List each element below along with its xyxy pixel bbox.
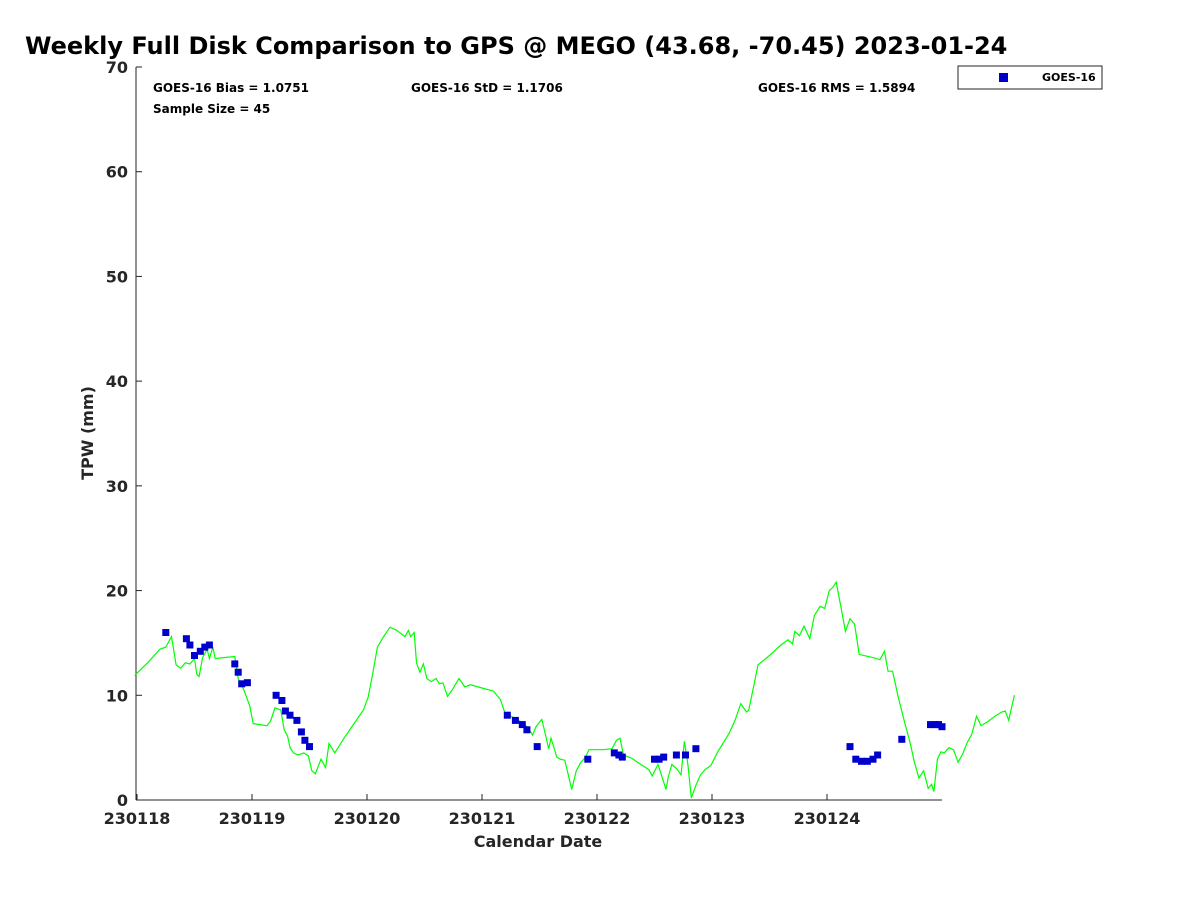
goes16-point xyxy=(306,743,313,751)
goes16-point xyxy=(651,755,658,763)
y-axis: 0 10 20 30 40 50 60 70 xyxy=(106,58,142,810)
goes16-point xyxy=(297,728,305,736)
goes16-point xyxy=(243,679,251,687)
goes16-point xyxy=(511,716,519,724)
goes16-point xyxy=(584,755,592,763)
goes16-point xyxy=(898,735,906,743)
x-axis-label: Calendar Date xyxy=(474,832,603,851)
x-tick-label: 230122 xyxy=(564,809,631,828)
y-axis-label: TPW (mm) xyxy=(78,386,97,480)
goes16-point xyxy=(852,755,860,763)
goes16-point xyxy=(162,629,170,636)
stat-sample-size: Sample Size = 45 xyxy=(153,102,270,116)
y-tick-label: 50 xyxy=(106,267,128,286)
x-axis: 230118 230119 230120 230121 230122 230123 2301… xyxy=(104,794,861,828)
goes16-point xyxy=(523,726,531,734)
goes16-point xyxy=(201,643,209,651)
x-tick-label: 230120 xyxy=(334,809,401,828)
goes16-point xyxy=(191,652,198,659)
goes16-point xyxy=(231,660,239,668)
plot-frame xyxy=(135,67,942,801)
goes16-point xyxy=(874,751,882,759)
y-tick-label: 0 xyxy=(117,791,128,810)
x-tick-label: 230119 xyxy=(219,809,286,828)
x-tick-label: 230121 xyxy=(449,809,516,828)
goes16-point xyxy=(692,745,700,753)
x-tick-label: 230118 xyxy=(104,809,171,828)
goes16-point xyxy=(660,753,668,761)
goes16-point xyxy=(503,711,511,719)
x-tick-label: 230123 xyxy=(679,809,746,828)
y-tick-label: 70 xyxy=(106,58,128,77)
goes16-point xyxy=(278,697,286,704)
goes16-point xyxy=(938,723,946,731)
goes16-point xyxy=(610,749,618,757)
legend-label-goes16: GOES-16 xyxy=(1042,71,1096,84)
legend-marker-goes16 xyxy=(999,73,1008,82)
goes16-point xyxy=(927,721,934,729)
goes16-point xyxy=(286,711,294,719)
legend-box xyxy=(957,65,1103,90)
goes16-point xyxy=(655,755,663,763)
goes16-point xyxy=(293,716,301,724)
y-tick-label: 40 xyxy=(106,372,128,391)
y-tick-label: 60 xyxy=(106,163,128,182)
goes16-point xyxy=(182,635,190,643)
x-tick-label: 230124 xyxy=(794,809,861,828)
goes16-point xyxy=(846,743,854,751)
gps-tpw-line xyxy=(134,580,1015,799)
y-tick-label: 30 xyxy=(106,477,128,496)
goes16-point xyxy=(234,668,242,676)
goes16-point xyxy=(682,751,689,759)
goes16-point xyxy=(301,736,309,744)
goes16-point xyxy=(186,641,194,649)
goes16-point xyxy=(205,641,213,649)
goes16-point xyxy=(533,743,541,751)
goes16-point xyxy=(618,753,626,761)
chart-title: Weekly Full Disk Comparison to GPS @ MEG… xyxy=(25,32,1007,60)
goes16-point xyxy=(272,691,280,699)
goes16-point xyxy=(281,707,289,715)
y-tick-label: 10 xyxy=(106,686,128,705)
series-layer xyxy=(134,580,1015,799)
stat-rms: GOES-16 RMS = 1.5894 xyxy=(758,81,915,95)
goes16-point xyxy=(238,680,246,688)
legend: GOES-16 xyxy=(957,65,1103,90)
y-tick-label: 20 xyxy=(106,582,128,601)
stat-bias: GOES-16 Bias = 1.0751 xyxy=(153,81,309,95)
goes16-point xyxy=(869,755,877,763)
goes16-point xyxy=(196,647,204,655)
goes16-point xyxy=(518,721,526,729)
stat-std: GOES-16 StD = 1.1706 xyxy=(411,81,563,95)
goes16-point xyxy=(858,757,865,765)
goes16-point xyxy=(672,751,680,759)
goes16-point xyxy=(863,757,871,765)
